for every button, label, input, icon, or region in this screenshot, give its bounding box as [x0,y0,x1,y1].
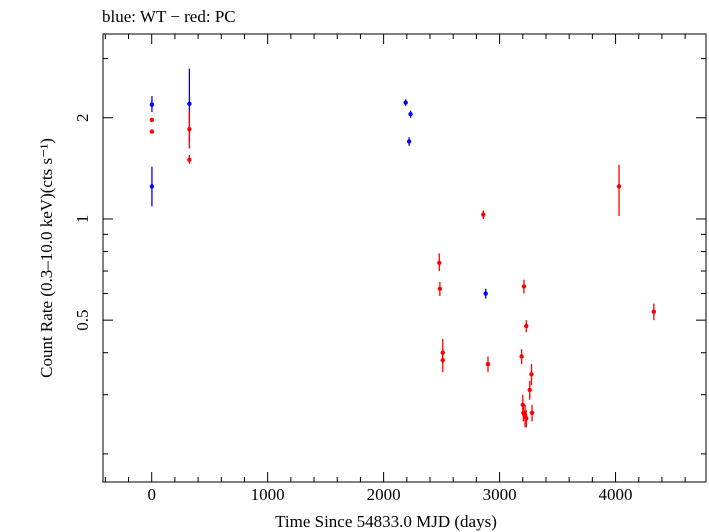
data-point-wt [149,184,155,189]
chart-title: blue: WT − red: PC [102,7,236,26]
data-point-pc [187,126,192,132]
data-point-pc [529,372,534,377]
x-axis-ticks: 0 1000 2000 3000 4000 [104,34,686,504]
data-point-wt [408,111,413,117]
x-tick-label: 1000 [251,485,285,504]
x-tick-label: 0 [147,485,156,504]
data-point-wt [187,101,192,107]
data-point-pc [651,309,657,314]
data-point-pc [149,117,155,123]
data-point-pc [440,350,445,355]
data-point-pc [527,387,532,393]
data-point-pc [485,361,491,367]
x-tick-label: 3000 [483,485,517,504]
data-point-pc [481,212,486,217]
data-point-wt [406,139,412,144]
data-point-pc [524,416,529,421]
data-point-pc [616,184,622,189]
x-tick-label: 2000 [367,485,401,504]
y-axis-label: Count Rate (0.3–10.0 keV)(cts s⁻¹) [37,138,56,378]
data-points [149,68,657,428]
y-tick-label: 0.5 [73,310,92,331]
data-point-pc [149,129,155,134]
y-axis-ticks: 0.5 1 2 [73,58,706,455]
y-tick-label: 1 [73,215,92,224]
data-point-pc [519,354,524,359]
x-tick-label: 4000 [599,485,633,504]
data-point-pc [437,286,443,291]
data-point-pc [521,284,527,289]
data-point-wt [483,291,488,296]
y-tick-label: 2 [73,114,92,123]
data-point-pc [437,260,442,266]
data-point-pc [524,323,529,329]
data-point-pc [529,410,535,416]
x-axis-label: Time Since 54833.0 MJD (days) [275,512,497,531]
data-point-pc [187,157,192,162]
data-point-wt [149,102,155,107]
plot-frame [102,33,707,483]
data-point-wt [403,100,408,105]
